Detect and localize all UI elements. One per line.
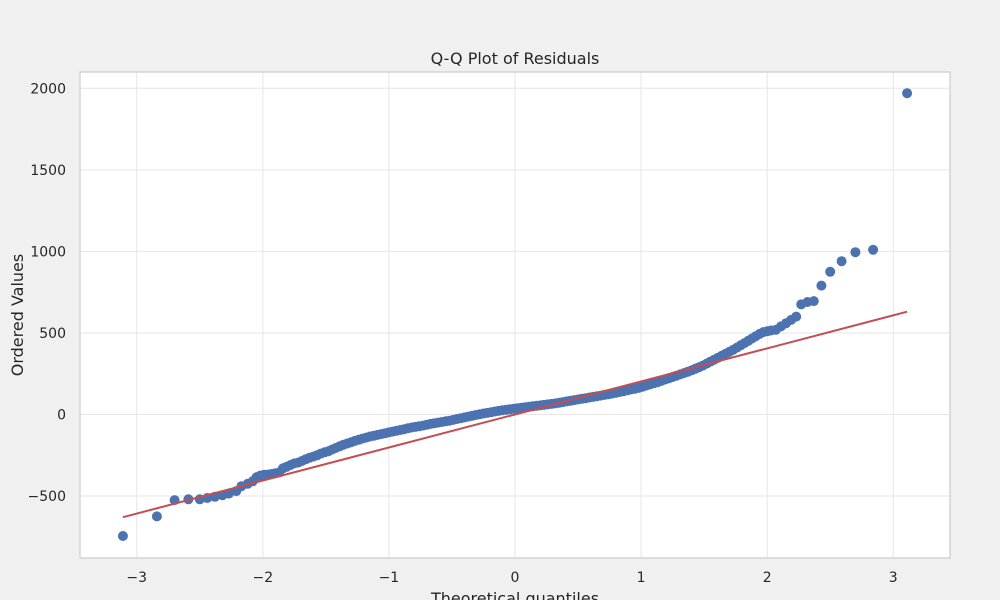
fit-line-layer [122,310,908,519]
data-point [902,88,913,99]
x-axis-label: Theoretical quantiles [430,589,599,600]
x-tick-label: 1 [637,570,646,586]
y-axis-label: Ordered Values [8,254,27,376]
y-tick-label: −500 [28,489,66,505]
y-tick-label: 1500 [30,163,66,179]
y-tick-label: 500 [39,326,66,342]
x-tick-label: 3 [889,570,898,586]
y-tick-label: 1000 [30,244,66,260]
plot-frame [79,71,951,559]
data-point [816,280,827,291]
y-tick-label: 2000 [30,81,66,97]
x-tick-label: −1 [379,570,400,586]
fit-line [122,310,908,519]
data-point [850,247,861,258]
data-point [808,296,819,307]
x-tick-label: −2 [253,570,274,586]
x-tick-label: −3 [126,570,147,586]
data-point [117,531,128,541]
x-tick-label: 0 [511,570,520,586]
y-tick-label: 0 [57,407,66,423]
x-axis-ticks: −3 −2 −1 0 1 2 3 [126,570,897,586]
scatter-points [117,88,913,541]
x-tick-label: 2 [763,570,772,586]
data-point [825,266,836,277]
chart-title: Q-Q Plot of Residuals [431,49,600,68]
data-point [836,256,847,267]
data-point [151,511,162,522]
data-point [868,244,879,255]
y-axis-ticks: −500 0 500 1000 1500 2000 [28,81,66,505]
data-point [791,311,802,322]
